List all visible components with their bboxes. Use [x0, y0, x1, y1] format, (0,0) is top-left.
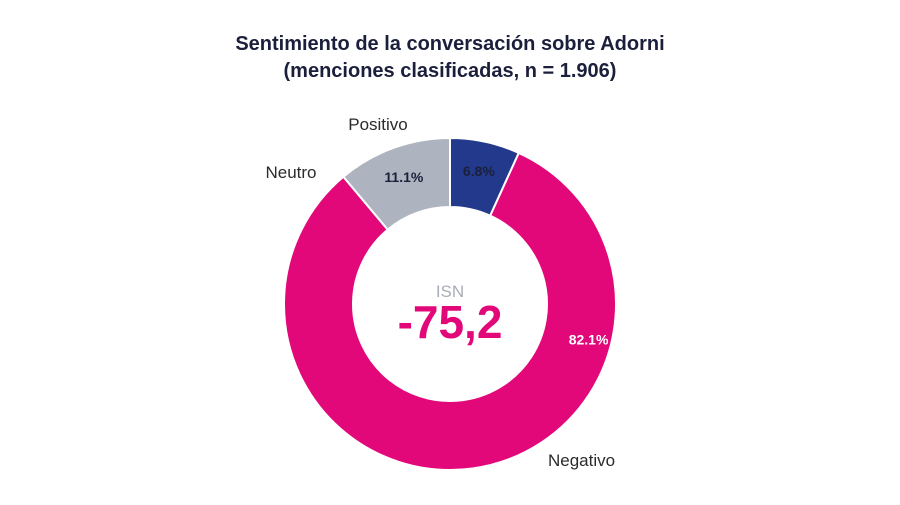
- percent-labels: 6.8% 82.1% 11.1%: [384, 163, 609, 347]
- percent-label-positivo: 6.8%: [463, 163, 495, 179]
- category-labels: Positivo Negativo Neutro: [265, 115, 615, 470]
- center-value: -75,2: [398, 296, 503, 348]
- chart-title: Sentimiento de la conversación sobre Ado…: [235, 33, 665, 55]
- slice-neutro: [341, 136, 451, 232]
- percent-label-negativo: 82.1%: [569, 331, 609, 347]
- percent-label-neutro: 11.1%: [384, 169, 423, 185]
- category-label-negativo: Negativo: [548, 451, 615, 470]
- chart-subtitle: (menciones clasificadas, n = 1.906): [283, 60, 617, 82]
- donut-slices: [283, 136, 617, 471]
- category-label-positivo: Positivo: [348, 115, 408, 134]
- slice-negativo: [283, 151, 617, 471]
- category-label-neutro: Neutro: [265, 163, 316, 182]
- center-label: ISN: [436, 282, 464, 301]
